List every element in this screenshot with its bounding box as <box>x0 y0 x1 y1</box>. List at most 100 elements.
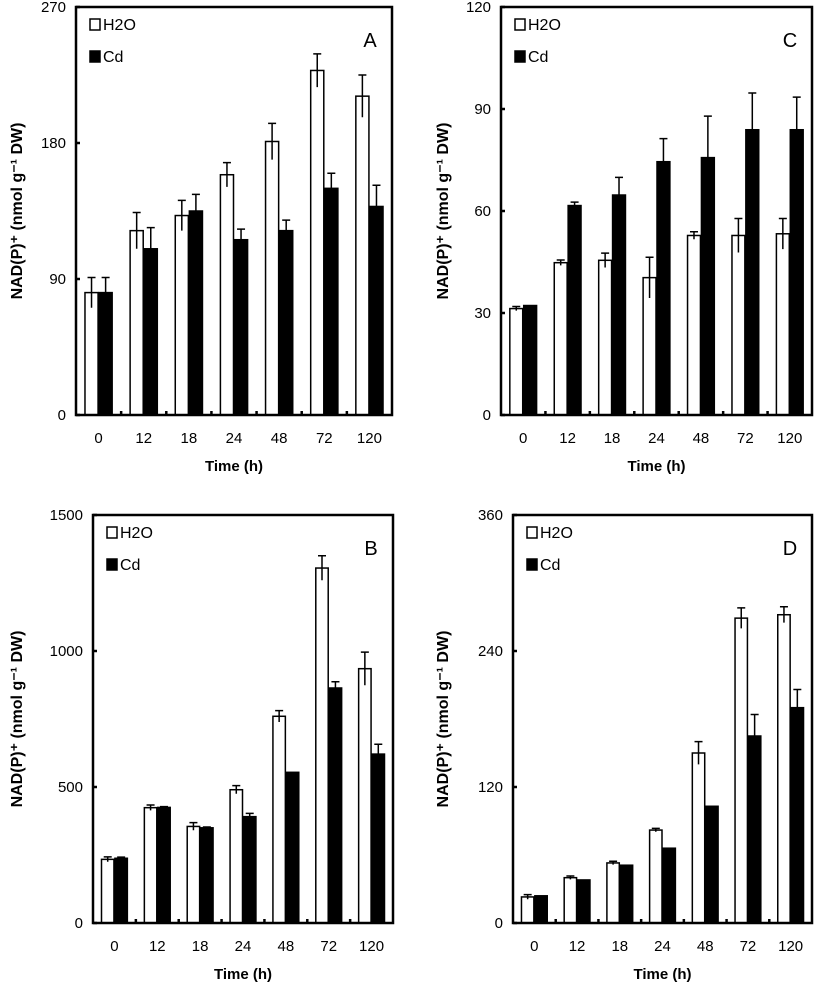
x-tick-label: 0 <box>110 938 118 955</box>
x-tick-label: 120 <box>778 938 803 955</box>
y-tick-label: 180 <box>41 135 66 152</box>
bar-h2o-72 <box>315 567 329 924</box>
chart-panel-d: 0 120 240 360 0 12 18 24 48 72 120 Time (h) NAD(P)⁺ … <box>435 507 814 983</box>
x-tick-label: 12 <box>559 430 576 447</box>
error-bar-cd-0 <box>101 276 110 308</box>
legend-swatch-h2o <box>514 18 526 31</box>
error-bar-cd-120 <box>372 184 381 228</box>
error-bar-h2o-24 <box>651 827 660 832</box>
x-tick-label: 72 <box>737 430 754 447</box>
error-bar-cd-72 <box>748 92 757 167</box>
panel-label: A <box>363 30 377 52</box>
bar-cd-48 <box>704 805 719 924</box>
y-tick-label: 90 <box>474 101 491 118</box>
bar-cd-24 <box>233 238 249 416</box>
x-tick-label: 0 <box>530 938 538 955</box>
error-bar-h2o-12 <box>146 804 155 811</box>
legend-swatch-cd <box>526 558 538 571</box>
bar-h2o-12 <box>563 876 578 924</box>
bar-cd-120 <box>371 753 386 924</box>
error-bar-cd-18 <box>202 826 211 829</box>
y-tick-label: 270 <box>41 0 66 16</box>
y-tick-label: 30 <box>474 305 491 322</box>
chart-panel-a: 0 90 180 270 0 12 18 24 48 72 120 Time (h) NAD(P)⁺ (… <box>9 0 394 475</box>
error-bar-cd-120 <box>374 743 383 764</box>
plot-frame <box>511 513 814 925</box>
x-tick-label: 48 <box>693 430 710 447</box>
x-tick-label: 120 <box>357 430 382 447</box>
x-tick-label: 0 <box>519 430 527 447</box>
error-bar-cd-72 <box>331 680 340 695</box>
error-bar-cd-24 <box>237 228 246 251</box>
bar-h2o-18 <box>186 825 201 924</box>
bar-cd-12 <box>567 204 582 416</box>
error-bar-h2o-48 <box>694 740 703 765</box>
bar-h2o-12 <box>143 806 158 924</box>
x-tick-label: 18 <box>181 430 198 447</box>
bar-cd-24 <box>656 160 671 416</box>
legend-label-cd: Cd <box>120 557 140 574</box>
error-bar-cd-120 <box>793 688 802 726</box>
bar-h2o-0 <box>84 291 99 416</box>
x-tick-label: 24 <box>654 938 671 955</box>
error-bar-h2o-48 <box>268 122 277 160</box>
error-bar-cd-0 <box>117 856 126 860</box>
bar-h2o-48 <box>691 752 706 924</box>
bar-cd-120 <box>790 706 805 924</box>
bar-cd-0 <box>114 857 129 924</box>
bar-h2o-0 <box>100 858 115 924</box>
x-tick-label: 12 <box>149 938 166 955</box>
bar-h2o-72 <box>309 69 325 416</box>
y-axis-title: NAD(P)⁺ (nmol g⁻¹ DW) <box>435 123 452 300</box>
legend-label-h2o: H2O <box>120 525 153 542</box>
legend-label-h2o: H2O <box>528 17 561 34</box>
y-tick-label: 1500 <box>50 507 83 524</box>
panel-label: C <box>783 30 797 52</box>
x-tick-label: 24 <box>648 430 665 447</box>
y-tick-label: 120 <box>466 0 491 16</box>
x-tick-label: 120 <box>359 938 384 955</box>
bar-h2o-72 <box>734 617 749 924</box>
y-axis-title: NAD(P)⁺ (nmol g⁻¹ DW) <box>435 631 452 808</box>
error-bar-h2o-72 <box>313 53 322 88</box>
bar-h2o-0 <box>509 307 524 416</box>
error-bar-h2o-24 <box>645 256 654 299</box>
error-bar-cd-12 <box>146 226 155 270</box>
legend-label-cd: Cd <box>528 49 548 66</box>
error-bar-cd-12 <box>160 805 168 809</box>
x-tick-label: 72 <box>320 938 337 955</box>
error-bar-h2o-24 <box>232 784 241 794</box>
bar-cd-120 <box>369 205 384 416</box>
x-tick-label: 72 <box>316 430 333 447</box>
y-tick-label: 120 <box>478 779 503 796</box>
legend-swatch-h2o <box>106 526 118 539</box>
bar-h2o-18 <box>597 259 613 416</box>
legend-swatch-h2o <box>89 18 101 31</box>
bar-h2o-48 <box>272 715 287 924</box>
error-bar-h2o-72 <box>318 555 326 581</box>
bar-cd-18 <box>188 210 204 416</box>
error-bar-h2o-18 <box>189 821 198 831</box>
error-bar-h2o-120 <box>778 217 787 250</box>
error-bar-h2o-48 <box>689 230 698 240</box>
legend-swatch-cd <box>89 50 101 63</box>
y-tick-label: 90 <box>49 271 66 288</box>
error-bar-cd-18 <box>615 176 624 213</box>
bar-cd-48 <box>278 229 294 416</box>
x-tick-label: 18 <box>604 430 621 447</box>
y-tick-label: 0 <box>483 407 491 424</box>
x-tick-label: 72 <box>740 938 757 955</box>
bar-cd-48 <box>285 771 300 924</box>
error-bar-h2o-0 <box>87 276 96 308</box>
error-bar-cd-18 <box>191 193 200 228</box>
x-tick-label: 48 <box>697 938 714 955</box>
x-axis-title: Time (h) <box>633 966 691 983</box>
error-bar-h2o-0 <box>523 893 532 900</box>
bar-h2o-120 <box>775 233 791 416</box>
bar-cd-72 <box>324 187 339 416</box>
error-bar-h2o-72 <box>737 607 746 629</box>
y-tick-label: 1000 <box>50 643 83 660</box>
error-bar-h2o-18 <box>609 860 618 865</box>
bar-h2o-120 <box>357 667 372 924</box>
